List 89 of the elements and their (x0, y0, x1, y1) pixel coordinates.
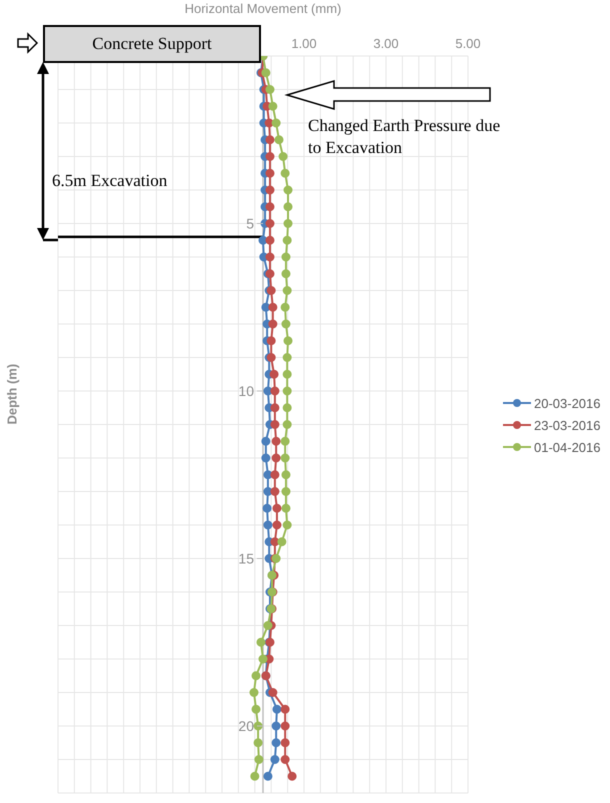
y-axis-title: Depth (m) (4, 364, 20, 424)
point (280, 436, 290, 446)
point (272, 454, 281, 462)
point (278, 152, 288, 161)
point (249, 688, 258, 697)
point (270, 386, 280, 396)
point (280, 755, 290, 764)
legend-label: 20-03-2016 (534, 396, 600, 410)
point (270, 470, 280, 480)
point (274, 135, 284, 144)
x-tick-label: 3.00 (373, 36, 399, 51)
point (281, 504, 290, 513)
point (268, 320, 278, 328)
point (281, 269, 290, 278)
point (288, 772, 297, 781)
point (250, 772, 260, 781)
point (282, 386, 292, 396)
point (270, 755, 280, 764)
y-tick-label: 5 (246, 216, 254, 232)
point (272, 738, 281, 748)
point (265, 236, 274, 245)
point (272, 504, 282, 513)
x-tick-label: 1.00 (291, 36, 317, 51)
point (263, 520, 272, 530)
point (282, 286, 292, 295)
point (272, 118, 281, 128)
point (281, 470, 290, 480)
point (265, 202, 274, 212)
point (280, 302, 290, 312)
point (280, 738, 290, 748)
point (254, 755, 264, 764)
point (282, 403, 292, 412)
point (268, 102, 278, 111)
point (282, 236, 292, 245)
y-tick-label: 20 (238, 718, 254, 734)
point (284, 219, 293, 228)
point (284, 336, 293, 346)
point (272, 520, 282, 530)
point (270, 420, 280, 429)
legend-label: 23-03-2016 (534, 418, 600, 432)
y-tick-label: 10 (238, 383, 254, 399)
point (262, 504, 272, 513)
point (261, 436, 270, 446)
point (252, 704, 261, 714)
point (265, 219, 274, 228)
point (272, 436, 281, 446)
annotation: 6.5m Excavation (52, 171, 168, 191)
point (281, 487, 290, 496)
x-tick-label: 5.00 (455, 36, 481, 51)
point (265, 168, 274, 178)
point (281, 320, 290, 328)
point (277, 537, 286, 546)
point (284, 186, 293, 194)
point (280, 168, 290, 178)
legend-label: 01-04-2016 (534, 440, 600, 454)
point (280, 454, 290, 462)
point (261, 454, 270, 462)
point (252, 671, 261, 680)
point (284, 202, 293, 212)
point (254, 738, 263, 748)
point (280, 722, 290, 730)
point (265, 186, 274, 194)
support-block: Concrete Support (43, 25, 261, 63)
point (268, 688, 278, 697)
point (282, 370, 292, 379)
point (261, 68, 270, 78)
point (282, 353, 292, 362)
point (266, 336, 276, 346)
point (263, 772, 272, 781)
point (280, 704, 290, 714)
x-axis-title: Horizontal Movement (mm) (184, 1, 342, 16)
point (270, 370, 279, 379)
point (270, 487, 280, 496)
annotation: Changed Earth Pressure due to Excavation (308, 115, 502, 159)
point (281, 252, 290, 262)
point (256, 638, 266, 647)
point (265, 85, 274, 94)
point (265, 252, 274, 262)
point (254, 722, 263, 730)
point (282, 520, 292, 530)
point (265, 135, 274, 144)
point (265, 152, 274, 161)
y-tick-label: 15 (238, 550, 254, 566)
point (282, 420, 292, 429)
point (270, 403, 280, 412)
point (272, 722, 281, 730)
point (268, 302, 278, 312)
point (258, 654, 268, 664)
point (272, 704, 282, 714)
